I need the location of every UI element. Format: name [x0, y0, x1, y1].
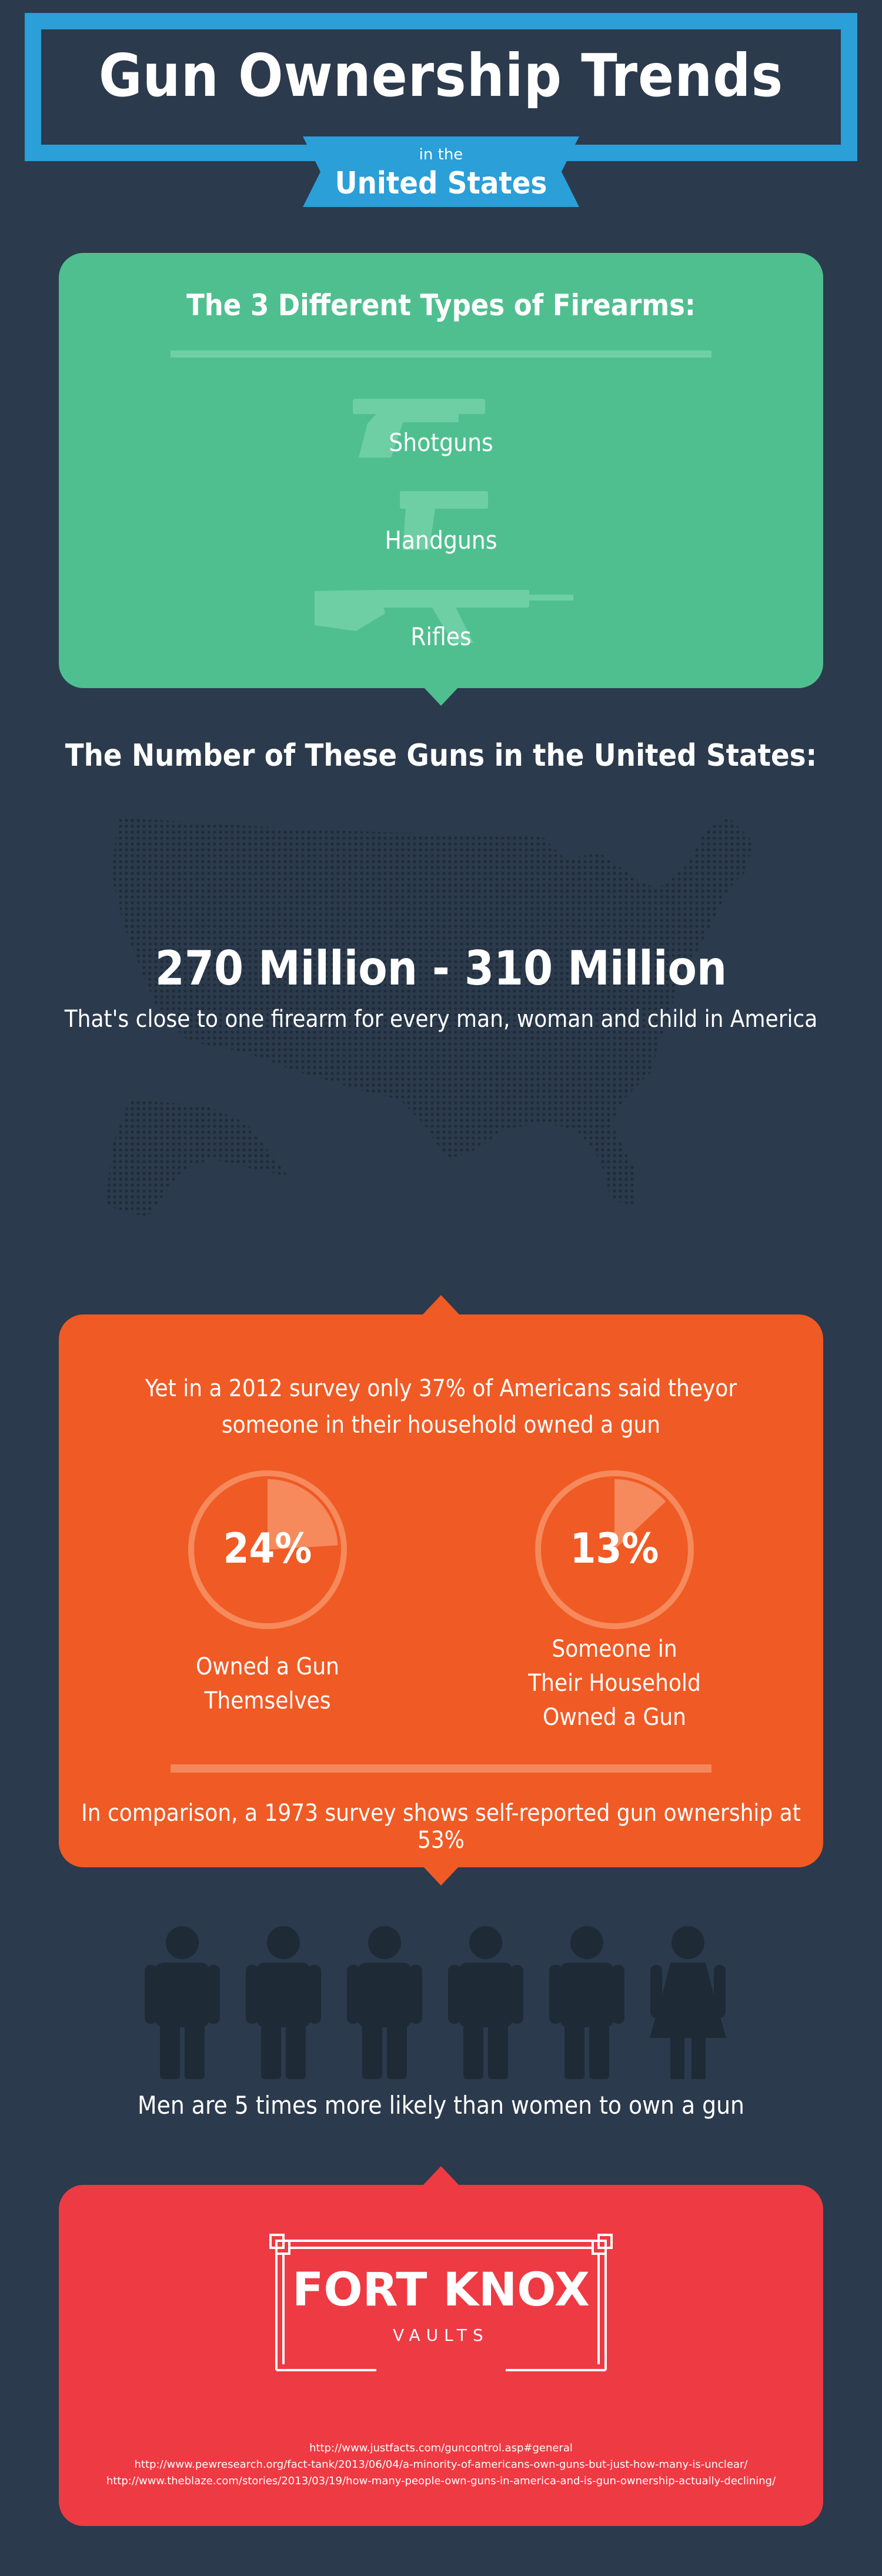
- stat-label-line: Someone in: [552, 1636, 677, 1663]
- man-icon: [448, 1926, 523, 2079]
- gun-count-title: The Number of These Guns in the United S…: [65, 738, 817, 773]
- people-icons: [145, 1926, 726, 2079]
- survey-comparison: In comparison, a 1973 survey shows self-…: [81, 1800, 801, 1854]
- subtitle-ribbon: [303, 136, 579, 207]
- divider: [171, 1764, 711, 1773]
- page-title: Gun Ownership Trends: [98, 41, 784, 110]
- stat-value: 24%: [223, 1524, 312, 1573]
- card-pointer: [422, 2166, 460, 2186]
- divider: [171, 351, 711, 358]
- gun-count-caption: That's close to one firearm for every ma…: [64, 1006, 818, 1033]
- firearm-types-title: The 3 Different Types of Firearms:: [186, 288, 696, 322]
- source-link[interactable]: http://www.pewresearch.org/fact-tank/201…: [134, 2458, 748, 2471]
- man-icon: [145, 1926, 220, 2079]
- pie-slice: [614, 1479, 666, 1550]
- subtitle-small: in the: [419, 146, 463, 163]
- stat-label-line: Their Household: [528, 1670, 701, 1697]
- gun-count-value: 270 Million - 310 Million: [155, 941, 727, 996]
- source-link[interactable]: http://www.justfacts.com/guncontrol.asp#…: [309, 2442, 573, 2454]
- rifle-icon: [315, 590, 573, 643]
- stat-value: 13%: [570, 1524, 659, 1573]
- source-link[interactable]: http://www.theblaze.com/stories/2013/03/…: [106, 2475, 776, 2487]
- shotgun-icon: [353, 399, 485, 458]
- man-icon: [549, 1926, 624, 2079]
- gender-caption: Men are 5 times more likely than women t…: [137, 2091, 744, 2120]
- fort-knox-logo: FORT KNOX VAULTS: [269, 2234, 613, 2371]
- pie-chart-owned-themselves: [188, 1470, 347, 1629]
- stat-label-line: Owned a Gun: [543, 1704, 686, 1731]
- stat-label-line: Themselves: [204, 1687, 331, 1714]
- stat-label: Someone in Their Household Owned a Gun: [491, 1632, 738, 1734]
- firearm-label-rifles: Rifles: [410, 622, 472, 651]
- us-map-dotted: [106, 817, 753, 1217]
- stat-label: Owned a Gun Themselves: [144, 1650, 391, 1718]
- logo-text-bottom: VAULTS: [393, 2325, 489, 2345]
- pie-slice: [268, 1479, 338, 1550]
- header: Gun Ownership Trends in the United State…: [0, 0, 882, 207]
- card-pointer: [422, 686, 460, 706]
- firearm-label-handguns: Handguns: [385, 526, 497, 555]
- man-icon: [246, 1926, 321, 2079]
- firearm-label-shotguns: Shotguns: [389, 428, 493, 457]
- survey-intro: Yet in a 2012 survey only 37% of America…: [145, 1375, 737, 1439]
- woman-icon: [650, 1926, 726, 2079]
- stat-label-line: Owned a Gun: [196, 1653, 339, 1680]
- survey-card: [59, 1314, 823, 1867]
- card-pointer: [422, 1295, 460, 1315]
- handgun-icon: [400, 491, 488, 550]
- logo-text-top: FORT KNOX: [292, 2264, 590, 2317]
- subtitle-big: United States: [335, 166, 547, 201]
- pie-chart-household: [535, 1470, 694, 1629]
- card-pointer: [422, 1866, 460, 1886]
- man-icon: [347, 1926, 422, 2079]
